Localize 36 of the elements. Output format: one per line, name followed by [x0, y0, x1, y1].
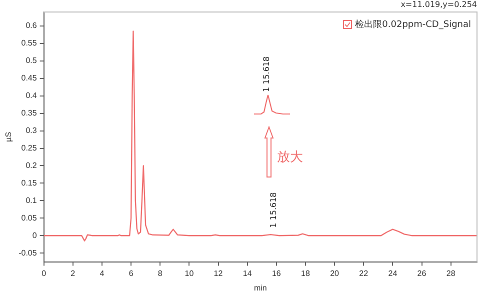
y-tick-label: 0.55 [21, 38, 38, 48]
y-tick-label: -0.05 [18, 248, 38, 258]
x-tick-label: 18 [301, 268, 310, 278]
y-tick-label: 0.2 [26, 160, 38, 170]
y-tick-label: 0.1 [26, 196, 38, 205]
annotation: 放大 [277, 149, 303, 166]
x-tick-label: 26 [417, 268, 427, 278]
y-tick-label: 0.35 [21, 108, 38, 118]
x-tick-label: 22 [359, 268, 369, 278]
y-tick-label: 0.45 [21, 74, 38, 83]
y-tick-label: 0.15 [21, 178, 38, 188]
y-axis-title: µS [4, 132, 14, 142]
x-axis-title: min [254, 283, 267, 292]
annotation: 1 15.618 [268, 192, 278, 228]
x-tick-label: 8 [158, 268, 163, 278]
text: x=11.019,y=0.254 [400, 0, 477, 9]
y-tick-label: 0.25 [21, 143, 38, 152]
x-tick-label: 10 [184, 268, 194, 278]
x-tick-label: 0 [42, 268, 47, 278]
y-tick-label: 0.3 [26, 126, 38, 135]
x-tick-label: 2 [70, 268, 76, 278]
y-tick-label: 0 [32, 230, 38, 240]
x-tick-label: 6 [128, 268, 134, 278]
legend-label: 检出限0.02ppm-CD_Signal [355, 18, 471, 31]
y-tick-label: 0.4 [26, 91, 38, 100]
x-tick-label: 16 [272, 268, 282, 278]
x-tick-label: 4 [100, 268, 105, 278]
y-tick-label: 0.5 [26, 56, 38, 66]
x-tick-label: 14 [242, 268, 252, 278]
x-tick-label: 24 [388, 268, 398, 278]
annotation: 1 15.618 [262, 56, 271, 92]
y-tick-label: 0.6 [26, 21, 38, 30]
x-tick-label: 20 [330, 268, 340, 278]
x-tick-label: 28 [446, 268, 456, 278]
y-tick-label: 0.05 [21, 213, 38, 222]
x-tick-label: 12 [214, 268, 224, 278]
